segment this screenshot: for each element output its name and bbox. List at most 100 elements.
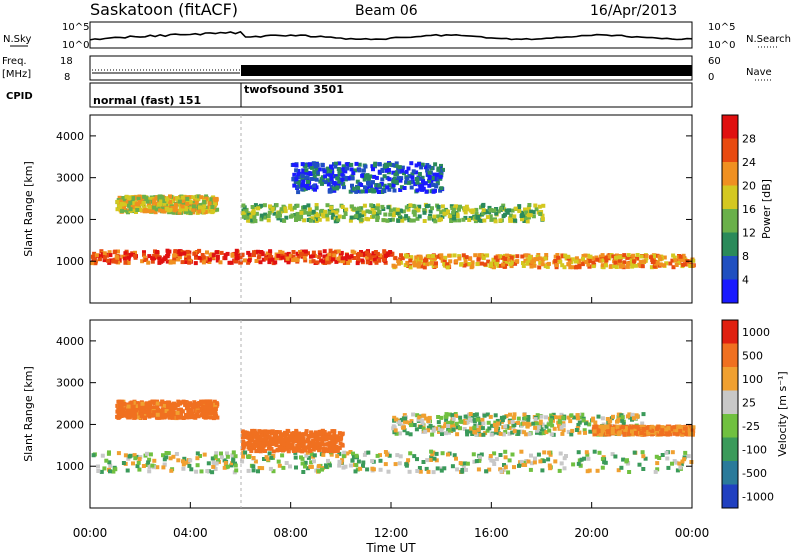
scatter-cell [479,253,484,258]
scatter-cell [634,424,639,429]
scatter-cell [502,463,506,467]
scatter-cell [507,257,512,262]
scatter-cell [427,183,432,188]
scatter-cell [331,440,336,444]
scatter-cell [131,196,136,201]
scatter-cell [436,254,441,259]
scatter-cell [574,259,579,264]
scatter-cell [164,206,169,211]
scatter-cell [117,403,122,408]
scatter-cell [503,430,508,434]
scatter-cell [241,214,246,219]
nave-tick-bottom: 0 [708,72,714,83]
scatter-cell [137,410,142,415]
scatter-cell [537,204,542,209]
scatter-cell [651,426,656,431]
scatter-cell [314,185,319,190]
scatter-cell [489,261,494,266]
scatter-cell [223,461,228,465]
beam-title: Beam 06 [355,3,418,19]
scatter-cell [141,464,146,468]
scatter-cell [243,450,248,455]
scatter-cell [649,432,654,437]
scatter-cell [482,218,487,223]
scatter-cell [424,257,428,262]
scatter-cell [326,260,331,265]
scatter-cell [160,407,165,412]
scatter-cell [330,447,335,452]
scatter-cell [303,445,308,450]
scatter-cell [449,420,454,425]
scatter-cell [330,251,335,255]
scatter-cell [121,461,126,465]
scatter-cell [380,190,385,194]
scatter-cell [507,431,512,436]
scatter-cell [489,217,494,222]
velocity-scatter [91,399,696,475]
scatter-cell [419,183,424,188]
scatter-cell [404,463,409,468]
scatter-cell [142,255,147,260]
scatter-cell [191,195,196,200]
scatter-cell [286,260,291,265]
scatter-cell [670,450,675,455]
scatter-cell [503,424,508,429]
scatter-cell [360,173,365,178]
scatter-cell [293,213,298,217]
scatter-cell [410,172,415,177]
scatter-cell [377,209,382,214]
scatter-cell [278,439,283,444]
scatter-cell [422,210,427,215]
scatter-cell [355,210,360,215]
scatter-cell [152,410,157,415]
scatter-cell [616,468,621,473]
scatter-cell [591,416,596,421]
scatter-cell [638,259,643,264]
scatter-cell [517,463,521,468]
scatter-cell [306,203,311,208]
scatter-cell [481,203,485,208]
scatter-cell [485,253,490,258]
scatter-cell [192,251,197,256]
scatter-cell [494,428,499,433]
scatter-cell [431,450,436,455]
scatter-cell [241,203,246,208]
freq-label: Freq. [2,56,27,67]
scatter-cell [186,415,191,420]
scatter-cell [299,210,304,215]
scatter-cell [299,455,303,460]
scatter-cell [458,204,462,209]
scatter-cell [454,413,459,418]
scatter-cell [613,260,618,265]
scatter-cell [118,400,123,404]
scatter-cell [243,442,248,447]
scatter-cell [280,453,285,458]
scatter-cell [252,441,257,446]
scatter-cell [333,446,338,451]
scatter-cell [677,424,682,429]
scatter-cell [577,430,582,435]
scatter-cell [626,261,631,266]
scatter-cell [526,213,531,218]
colorbar-tick-label: 500 [742,349,763,362]
scatter-cell [678,254,683,259]
scatter-cell [601,258,606,263]
scatter-cell [509,260,514,265]
scatter-cell [508,216,513,221]
scatter-cell [563,253,568,258]
scatter-cell [461,465,466,470]
scatter-cell [592,427,596,432]
scatter-cell [185,202,190,206]
scatter-cell [183,195,188,200]
scatter-cell [283,435,288,440]
scatter-cell [305,466,310,471]
scatter-cell [383,165,387,170]
scatter-cell [415,180,420,185]
scatter-cell [451,207,456,212]
scatter-cell [153,407,158,412]
scatter-cell [541,459,546,464]
scatter-cell [129,404,134,409]
scatter-cell [250,210,255,215]
scatter-cell [264,455,269,460]
scatter-cell [455,467,460,472]
